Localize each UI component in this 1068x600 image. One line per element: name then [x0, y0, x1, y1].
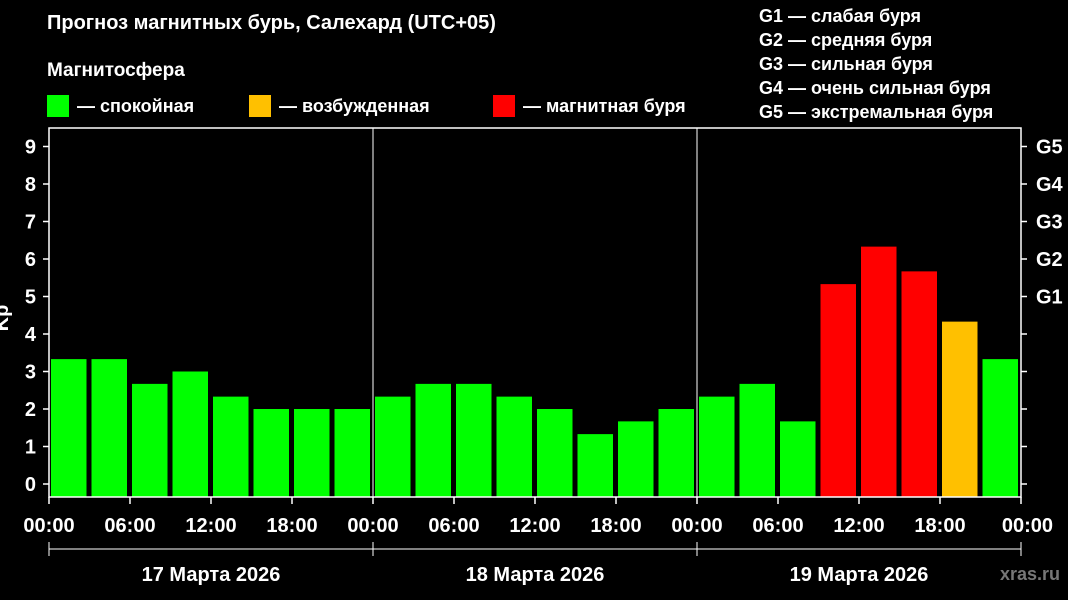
kp-bar	[820, 284, 856, 497]
day-label: 17 Марта 2026	[142, 564, 281, 586]
g-tick-label: G2	[1036, 249, 1063, 271]
x-tick-label: 06:00	[752, 515, 803, 537]
kp-bar	[456, 383, 492, 497]
g-scale-item-g4: G4 — очень сильная буря	[759, 78, 991, 98]
x-tick-label: 06:00	[104, 515, 155, 537]
y-tick-label: 9	[25, 137, 36, 159]
legend-label-calm: — спокойная	[77, 95, 195, 116]
g-scale-item-g5: G5 — экстремальная буря	[759, 102, 994, 122]
kp-bar	[91, 359, 127, 497]
g-tick-label: G4	[1036, 174, 1064, 196]
kp-bar	[942, 321, 978, 497]
y-tick-label: 1	[25, 437, 36, 459]
legend-label-excited: — возбужденная	[279, 95, 430, 116]
kp-bar	[577, 434, 613, 497]
x-tick-label: 18:00	[914, 515, 965, 537]
kp-bar	[334, 409, 370, 497]
g-scale-item-g1: G1 — слабая буря	[759, 6, 922, 26]
x-tick-label: 18:00	[266, 515, 317, 537]
kp-bar	[375, 396, 411, 497]
g-scale-item-g3: G3 — сильная буря	[759, 54, 933, 74]
g-scale-legend: G1 — слабая буря G2 — средняя буря G3 — …	[759, 4, 993, 124]
day-label: 19 Марта 2026	[790, 564, 929, 586]
kp-bar	[699, 396, 735, 497]
y-tick-label: 8	[25, 174, 36, 196]
kp-bar	[51, 359, 87, 497]
g-tick-label: G1	[1036, 287, 1063, 309]
legend-swatch-excited	[249, 95, 271, 117]
x-tick-label: 00:00	[671, 515, 722, 537]
kp-bar	[294, 409, 330, 497]
kp-bar	[780, 421, 816, 497]
y-tick-label: 7	[25, 212, 36, 234]
kp-bar	[901, 271, 937, 497]
x-tick-label: 00:00	[1002, 515, 1053, 537]
y-axis-label: Kp	[0, 305, 13, 332]
kp-bar	[658, 409, 694, 497]
legend-swatch-storm	[493, 95, 515, 117]
y-tick-label: 4	[25, 324, 37, 346]
legend-item-calm: — спокойная	[47, 95, 194, 117]
legend-swatch-calm	[47, 95, 69, 117]
kp-bar	[415, 383, 451, 497]
g-tick-label: G3	[1036, 212, 1063, 234]
kp-bar	[861, 246, 897, 497]
kp-bar	[537, 409, 573, 497]
legend-label-storm: — магнитная буря	[523, 95, 686, 116]
y-tick-label: 2	[25, 399, 36, 421]
kp-bar	[618, 421, 654, 497]
g-scale-item-g2: G2 — средняя буря	[759, 30, 933, 50]
y-tick-label: 5	[25, 287, 36, 309]
x-tick-label: 00:00	[23, 515, 74, 537]
y-tick-label: 0	[25, 474, 36, 496]
x-tick-label: 12:00	[833, 515, 884, 537]
kp-bar	[739, 383, 775, 497]
x-tick-label: 12:00	[509, 515, 560, 537]
magnetosphere-label: Магнитосфера	[47, 60, 185, 81]
y-tick-label: 3	[25, 362, 36, 384]
kp-bar	[982, 359, 1018, 497]
kp-bar	[172, 371, 208, 497]
x-tick-label: 12:00	[185, 515, 236, 537]
kp-bar	[132, 383, 168, 497]
legend-item-storm: — магнитная буря	[493, 95, 686, 117]
day-label: 18 Марта 2026	[466, 564, 605, 586]
g-tick-label: G5	[1036, 137, 1063, 159]
chart-title: Прогноз магнитных бурь, Салехард (UTC+05…	[47, 12, 496, 34]
watermark: xras.ru	[1000, 564, 1061, 584]
y-tick-label: 6	[25, 249, 36, 271]
x-tick-label: 06:00	[428, 515, 479, 537]
kp-bar	[253, 409, 289, 497]
legend-item-excited: — возбужденная	[249, 95, 430, 117]
kp-bar	[213, 396, 249, 497]
kp-bar	[496, 396, 532, 497]
x-tick-label: 00:00	[347, 515, 398, 537]
x-tick-label: 18:00	[590, 515, 641, 537]
